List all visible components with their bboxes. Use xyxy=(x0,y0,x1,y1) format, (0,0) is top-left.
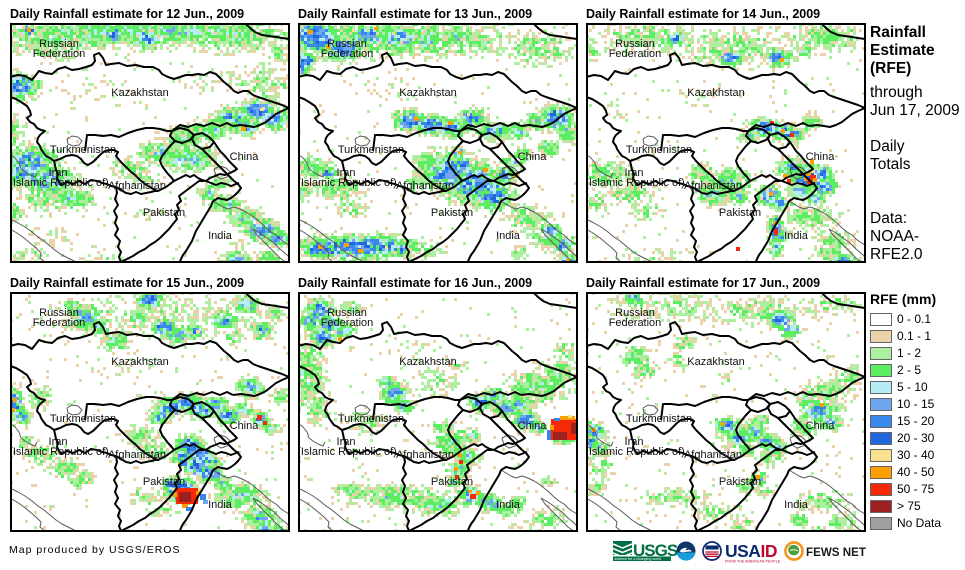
svg-text:Turkmenistan: Turkmenistan xyxy=(50,144,116,156)
svg-text:Iran: Iran xyxy=(49,167,68,179)
svg-text:(Islamic Republic of): (Islamic Republic of) xyxy=(586,177,685,189)
svg-text:India: India xyxy=(784,499,809,511)
svg-text:Federation: Federation xyxy=(321,48,374,60)
svg-text:USGS: USGS xyxy=(633,541,678,560)
svg-text:Kazakhstan: Kazakhstan xyxy=(399,356,456,368)
svg-text:science for a changing world: science for a changing world xyxy=(615,557,662,561)
svg-text:Turkmenistan: Turkmenistan xyxy=(626,144,692,156)
svg-text:Kazakhstan: Kazakhstan xyxy=(399,87,456,99)
svg-text:Russian: Russian xyxy=(327,38,367,50)
svg-text:Turkmenistan: Turkmenistan xyxy=(338,413,404,425)
svg-text:Federation: Federation xyxy=(609,317,662,329)
svg-text:Pakistan: Pakistan xyxy=(431,207,473,219)
svg-text:Federation: Federation xyxy=(33,317,86,329)
svg-text:(Islamic Republic of): (Islamic Republic of) xyxy=(298,446,397,458)
svg-text:Russian: Russian xyxy=(327,307,367,319)
svg-text:(Islamic Republic of): (Islamic Republic of) xyxy=(298,177,397,189)
svg-text:Russian: Russian xyxy=(615,38,655,50)
svg-text:Pakistan: Pakistan xyxy=(431,476,473,488)
svg-text:Iran: Iran xyxy=(49,436,68,448)
svg-text:Pakistan: Pakistan xyxy=(719,476,761,488)
svg-text:Afghanistan: Afghanistan xyxy=(108,180,166,192)
svg-text:China: China xyxy=(230,151,260,163)
svg-text:Turkmenistan: Turkmenistan xyxy=(338,144,404,156)
svg-text:China: China xyxy=(518,151,548,163)
svg-text:Federation: Federation xyxy=(321,317,374,329)
svg-text:Kazakhstan: Kazakhstan xyxy=(687,356,744,368)
svg-text:China: China xyxy=(806,151,836,163)
svg-text:China: China xyxy=(230,420,260,432)
svg-text:USAID: USAID xyxy=(725,541,777,561)
svg-text:China: China xyxy=(806,420,836,432)
svg-text:Kazakhstan: Kazakhstan xyxy=(687,87,744,99)
svg-text:(Islamic Republic of): (Islamic Republic of) xyxy=(586,446,685,458)
svg-text:Afghanistan: Afghanistan xyxy=(396,180,454,192)
svg-text:Pakistan: Pakistan xyxy=(143,207,185,219)
svg-text:Turkmenistan: Turkmenistan xyxy=(626,413,692,425)
svg-text:Iran: Iran xyxy=(337,436,356,448)
svg-text:Afghanistan: Afghanistan xyxy=(108,449,166,461)
svg-text:FROM THE AMERICAN PEOPLE: FROM THE AMERICAN PEOPLE xyxy=(725,559,781,563)
svg-text:Federation: Federation xyxy=(33,48,86,60)
svg-text:India: India xyxy=(496,499,521,511)
svg-text:Turkmenistan: Turkmenistan xyxy=(50,413,116,425)
svg-text:India: India xyxy=(208,499,233,511)
svg-text:India: India xyxy=(784,230,809,242)
svg-text:FEWS NET: FEWS NET xyxy=(806,546,866,559)
svg-text:Russian: Russian xyxy=(39,307,79,319)
svg-text:Kazakhstan: Kazakhstan xyxy=(111,87,168,99)
svg-text:Kazakhstan: Kazakhstan xyxy=(111,356,168,368)
svg-text:Iran: Iran xyxy=(625,167,644,179)
svg-text:India: India xyxy=(208,230,233,242)
svg-text:China: China xyxy=(518,420,548,432)
svg-text:Iran: Iran xyxy=(337,167,356,179)
svg-text:Federation: Federation xyxy=(609,48,662,60)
svg-text:Afghanistan: Afghanistan xyxy=(684,180,742,192)
svg-text:Iran: Iran xyxy=(625,436,644,448)
svg-text:(Islamic Republic of): (Islamic Republic of) xyxy=(10,446,109,458)
svg-text:Russian: Russian xyxy=(615,307,655,319)
svg-text:Pakistan: Pakistan xyxy=(143,476,185,488)
svg-text:Russian: Russian xyxy=(39,38,79,50)
svg-text:Afghanistan: Afghanistan xyxy=(396,449,454,461)
svg-text:(Islamic Republic of): (Islamic Republic of) xyxy=(10,177,109,189)
svg-text:Pakistan: Pakistan xyxy=(719,207,761,219)
svg-text:India: India xyxy=(496,230,521,242)
svg-text:Afghanistan: Afghanistan xyxy=(684,449,742,461)
